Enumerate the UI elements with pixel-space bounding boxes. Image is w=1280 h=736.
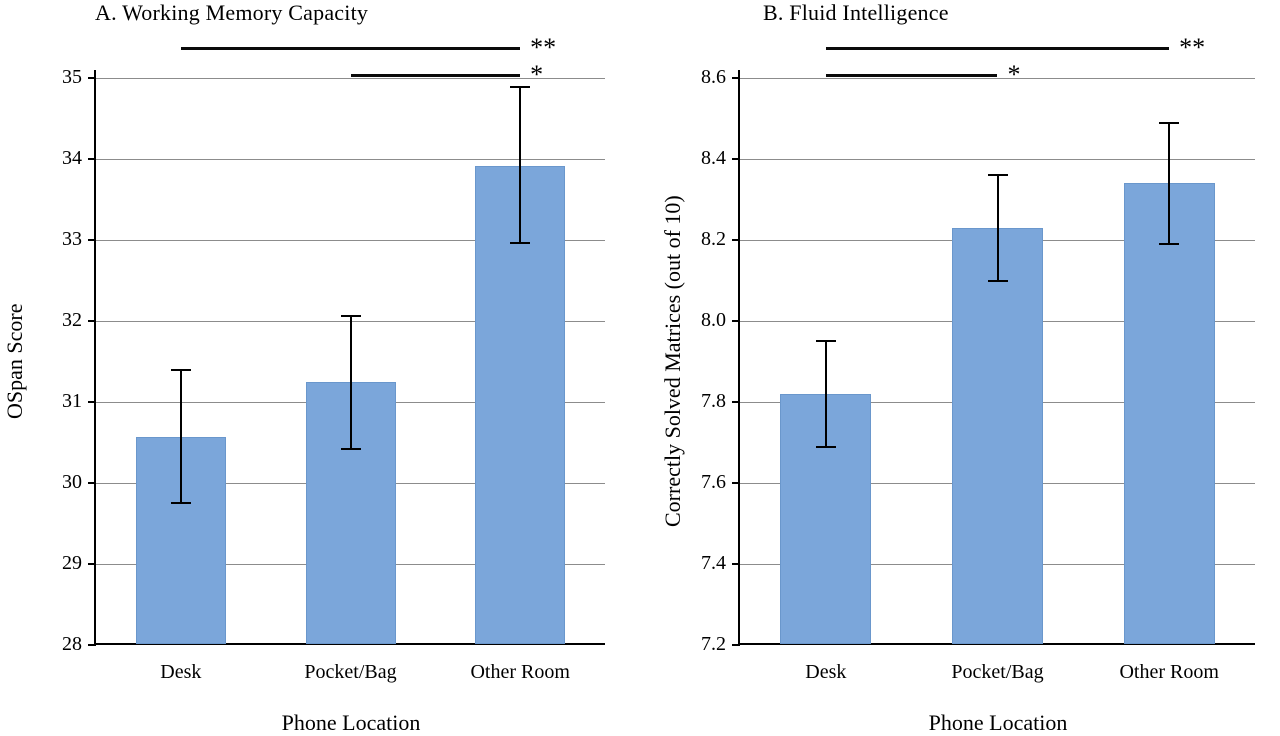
y-gridline	[740, 158, 1255, 160]
y-tick-mark	[88, 401, 96, 403]
significance-label: *	[530, 60, 544, 89]
y-tick-label: 7.4	[701, 552, 726, 575]
x-tick-label-pocket-bag: Pocket/Bag	[304, 661, 397, 683]
error-bar-cap-bottom-other-room	[1159, 243, 1180, 246]
y-tick-mark	[732, 320, 740, 322]
y-gridline	[96, 239, 605, 241]
panel-a-title: A. Working Memory Capacity	[95, 0, 369, 25]
error-bar-cap-top-pocket-bag	[340, 315, 361, 318]
y-tick-label: 32	[62, 309, 82, 332]
y-tick-mark	[732, 77, 740, 79]
x-tick-label-other-room: Other Room	[1119, 661, 1219, 683]
x-axis-line	[738, 643, 1255, 645]
y-tick-label: 8.0	[701, 309, 726, 332]
error-bar-line-pocket-bag	[996, 175, 999, 281]
y-axis-line	[94, 70, 96, 645]
y-tick-label: 34	[62, 147, 82, 170]
error-bar-line-other-room	[519, 86, 522, 244]
panel-a-x-axis-title: Phone Location	[281, 710, 421, 735]
bar-other-room	[475, 166, 566, 644]
y-tick-mark	[88, 158, 96, 160]
y-tick-label: 28	[62, 633, 82, 656]
panel-fluid-intelligence: B. Fluid Intelligence Correctly Solved M…	[640, 0, 1280, 735]
y-tick-mark	[88, 320, 96, 322]
x-tick-label-desk: Desk	[805, 661, 847, 683]
y-tick-mark	[732, 644, 740, 646]
x-axis-line	[94, 643, 605, 645]
y-tick-label: 29	[62, 552, 82, 575]
error-bar-cap-top-desk	[815, 340, 836, 343]
y-tick-mark	[732, 158, 740, 160]
y-tick-mark	[732, 239, 740, 241]
y-tick-mark	[88, 239, 96, 241]
error-bar-cap-top-desk	[170, 368, 191, 371]
panel-b-title: B. Fluid Intelligence	[763, 0, 949, 25]
bar-other-room	[1123, 183, 1215, 644]
error-bar-cap-top-other-room	[510, 85, 531, 88]
panel-working-memory-capacity: A. Working Memory Capacity OSpan Score 2…	[0, 0, 640, 735]
y-tick-label: 7.6	[701, 471, 726, 494]
y-tick-mark	[732, 482, 740, 484]
y-tick-mark	[88, 77, 96, 79]
panel-a-plot-area: 28 29 30 31 32 33 34 35 Desk Pocket/Bag Other Room…	[0, 0, 640, 735]
y-gridline	[740, 77, 1255, 79]
significance-line	[350, 73, 521, 77]
y-tick-label: 31	[62, 390, 82, 413]
error-bar-line-desk	[179, 369, 182, 504]
error-bar-line-pocket-bag	[349, 316, 352, 449]
y-tick-mark	[88, 644, 96, 646]
panel-b-plot-area: 7.2 7.4 7.6 7.8 8.0 8.2 8.4 8.6 Desk Pocket/Bag Ot…	[640, 0, 1280, 735]
error-bar-cap-top-other-room	[1159, 121, 1180, 124]
y-gridline	[96, 77, 605, 79]
error-bar-line-desk	[824, 341, 827, 447]
significance-line	[825, 73, 998, 77]
panel-b-x-axis-title: Phone Location	[928, 710, 1068, 735]
significance-label: **	[530, 33, 557, 62]
error-bar-cap-bottom-pocket-bag	[987, 279, 1008, 282]
error-bar-line-other-room	[1168, 122, 1171, 245]
y-tick-mark	[88, 482, 96, 484]
error-bar-cap-top-pocket-bag	[987, 174, 1008, 177]
significance-line	[180, 46, 521, 50]
y-tick-label: 33	[62, 228, 82, 251]
x-tick-label-pocket-bag: Pocket/Bag	[951, 661, 1044, 683]
y-tick-label: 8.6	[701, 66, 726, 89]
y-tick-label: 8.4	[701, 147, 726, 170]
y-tick-label: 35	[62, 66, 82, 89]
y-tick-mark	[732, 563, 740, 565]
y-gridline	[96, 158, 605, 160]
y-tick-label: 8.2	[701, 228, 726, 251]
error-bar-cap-bottom-other-room	[510, 242, 531, 245]
error-bar-cap-bottom-desk	[815, 445, 836, 448]
y-tick-label: 30	[62, 471, 82, 494]
x-tick-label-other-room: Other Room	[470, 661, 570, 683]
x-tick-label-desk: Desk	[160, 661, 202, 683]
y-tick-mark	[88, 563, 96, 565]
y-tick-label: 7.2	[701, 633, 726, 656]
y-tick-mark	[732, 401, 740, 403]
error-bar-cap-bottom-pocket-bag	[340, 447, 361, 450]
significance-label: **	[1179, 33, 1206, 62]
y-axis-line	[738, 70, 740, 645]
bar-pocket-bag	[952, 227, 1043, 644]
significance-label: *	[1007, 60, 1021, 89]
error-bar-cap-bottom-desk	[170, 502, 191, 505]
significance-line	[825, 46, 1170, 50]
y-tick-label: 7.8	[701, 390, 726, 413]
